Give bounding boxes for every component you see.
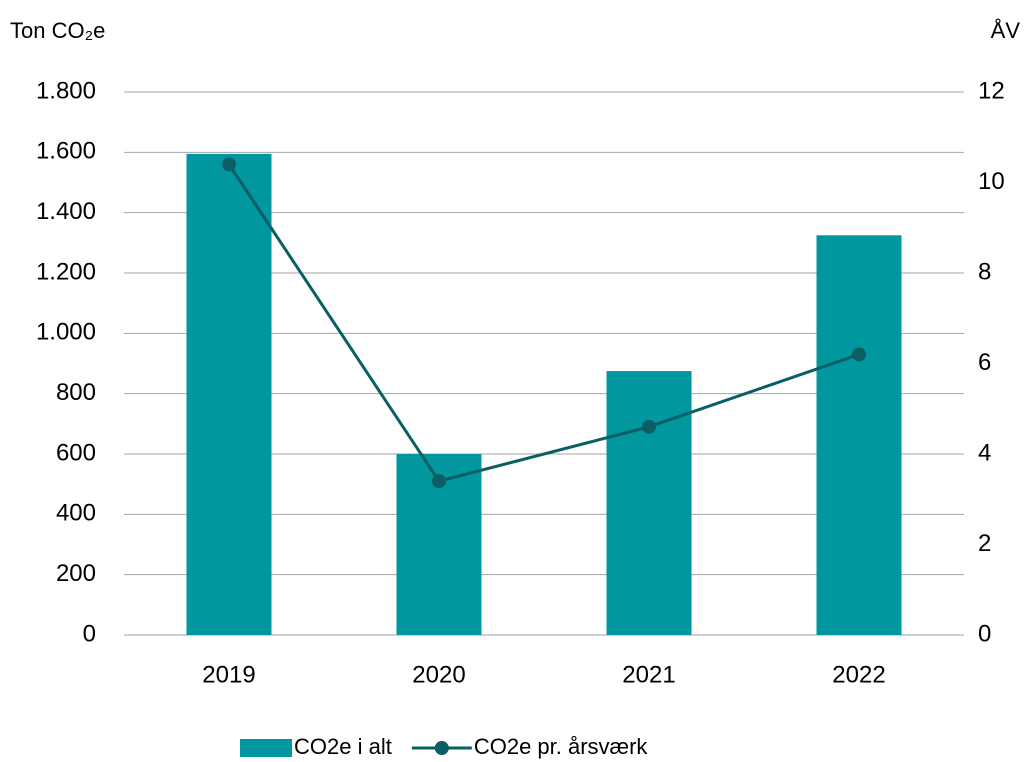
y2-tick-label: 2 [978,530,991,557]
x-tick-label: 2020 [412,661,465,688]
y2-tick-label: 0 [978,620,991,647]
line-marker [642,419,656,434]
y2-axis-title: ÅV [991,18,1021,43]
y-tick-label: 600 [56,439,96,466]
x-tick-label: 2021 [622,661,675,688]
bar [816,235,902,635]
y2-tick-label: 12 [978,77,1005,104]
y2-tick-label: 4 [978,439,991,466]
y-tick-label: 1.200 [36,258,96,285]
line [227,163,860,483]
legend-label: CO2e pr. årsværk [474,734,649,759]
bar [186,153,272,635]
x-tick-label: 2022 [832,661,885,688]
line-marker [222,157,236,172]
y-tick-label: 1.400 [36,198,96,225]
bar [606,371,692,635]
legend-swatch-marker [434,741,449,755]
legend: CO2e i alt CO2e pr. årsværk [240,734,648,759]
y-tick-label: 400 [56,500,96,527]
legend-label: CO2e i alt [294,734,392,759]
y-tick-label: 0 [83,620,96,647]
y2-tick-label: 8 [978,258,991,285]
y-tick-label: 1.600 [36,138,96,165]
line-marker [432,474,446,489]
x-tick-label: 2019 [202,661,255,688]
y-tick-label: 200 [56,560,96,587]
y-tick-label: 800 [56,379,96,406]
y-tick-label: 1.000 [36,319,96,346]
y2-tick-label: 10 [978,168,1005,195]
y-axis-title: Ton CO₂e [10,18,105,43]
legend-swatch [240,739,292,757]
line-marker [852,347,866,362]
y-tick-label: 1.800 [36,77,96,104]
y2-tick-label: 6 [978,349,991,376]
